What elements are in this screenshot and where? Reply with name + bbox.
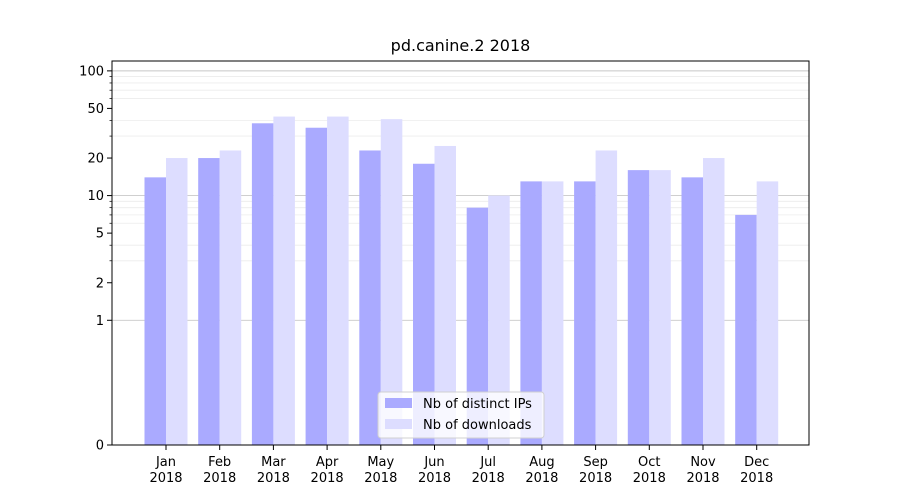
- y-tick-label: 2: [96, 276, 104, 291]
- bars: [144, 116, 779, 446]
- x-tick-label-month: Jul: [479, 455, 496, 470]
- x-tick-label-month: Sep: [583, 455, 608, 470]
- bar-downloads: [327, 116, 349, 445]
- legend-box: [377, 391, 545, 439]
- x-tick-label-month: May: [367, 455, 394, 470]
- bar-distinct-ips: [681, 177, 703, 445]
- x-tick-label-month: Mar: [261, 455, 286, 470]
- y-axis: 0 1 2 5 10 20 50 100: [79, 64, 112, 454]
- x-tick-label-month: Jan: [155, 455, 176, 470]
- bar-downloads: [649, 170, 671, 445]
- bar-downloads: [219, 150, 242, 445]
- bar-distinct-ips: [305, 127, 328, 445]
- bar-downloads: [703, 158, 725, 445]
- y-tick-label: 10: [87, 189, 104, 204]
- x-tick-label-year: 2018: [203, 471, 236, 486]
- x-tick-label-month: Nov: [690, 455, 716, 470]
- bar-distinct-ips: [520, 181, 542, 445]
- bar-downloads: [541, 181, 564, 445]
- y-tick-label: 20: [87, 152, 104, 167]
- x-tick-label-year: 2018: [364, 471, 397, 486]
- legend-swatch: [385, 398, 412, 408]
- plot-frame: [111, 60, 810, 446]
- x-tick-label-year: 2018: [311, 471, 344, 486]
- x-tick-label-year: 2018: [525, 471, 558, 486]
- y-tick-label: 1: [96, 314, 104, 329]
- legend-swatch: [385, 419, 412, 429]
- x-tick-label-month: Apr: [316, 455, 339, 470]
- x-tick-label-year: 2018: [472, 471, 505, 486]
- bar-distinct-ips: [144, 177, 166, 445]
- y-tick-label: 0: [96, 439, 104, 454]
- legend: Nb of distinct IPs Nb of downloads: [377, 391, 545, 439]
- y-tick-label: 50: [87, 102, 104, 117]
- x-tick-label-month: Oct: [638, 455, 660, 470]
- x-tick-label-year: 2018: [740, 471, 773, 486]
- x-tick-label-month: Jun: [423, 455, 444, 470]
- x-tick-label-month: Aug: [529, 455, 554, 470]
- bar-distinct-ips: [627, 170, 650, 445]
- chart-title: pd.canine.2 2018: [391, 36, 531, 55]
- bar-downloads: [595, 150, 618, 445]
- x-tick-label-year: 2018: [149, 471, 182, 486]
- x-axis: Jan2018Feb2018Mar2018Apr2018May2018Jun20…: [149, 445, 773, 486]
- bar-distinct-ips: [574, 181, 596, 445]
- bar-distinct-ips: [198, 158, 220, 445]
- x-tick-label-year: 2018: [579, 471, 612, 486]
- x-tick-label-month: Dec: [744, 455, 769, 470]
- y-tick-label: 100: [79, 64, 104, 79]
- x-tick-label-year: 2018: [418, 471, 451, 486]
- x-tick-label-year: 2018: [257, 471, 290, 486]
- bar-distinct-ips: [466, 207, 489, 445]
- bar-distinct-ips: [735, 214, 757, 445]
- x-tick-label-month: Feb: [208, 455, 231, 470]
- bar-distinct-ips: [359, 150, 381, 445]
- bar-downloads: [488, 195, 510, 445]
- bar-distinct-ips: [251, 123, 274, 446]
- bar-distinct-ips: [413, 163, 435, 445]
- legend-label: Nb of downloads: [423, 418, 532, 433]
- bar-downloads: [380, 119, 403, 446]
- bar-downloads: [434, 145, 456, 446]
- y-tick-label: 5: [96, 227, 104, 242]
- bar-downloads: [166, 158, 188, 445]
- x-tick-label-year: 2018: [686, 471, 719, 486]
- legend-label: Nb of distinct IPs: [423, 397, 532, 412]
- x-tick-label-year: 2018: [633, 471, 666, 486]
- bar-downloads: [756, 181, 779, 445]
- bar-downloads: [273, 116, 295, 445]
